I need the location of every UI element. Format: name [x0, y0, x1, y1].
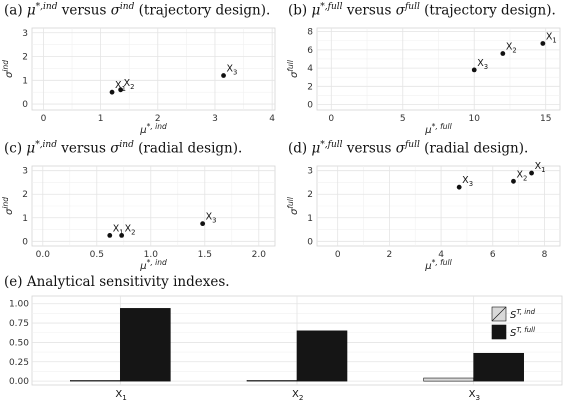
point-label: X3	[462, 175, 473, 188]
x-tick-label: 5	[400, 114, 406, 124]
bar-full	[296, 330, 348, 382]
x-tick-label: 8	[542, 250, 548, 260]
chart-d: 0 2 4 6 8 0 1 2 3 μ*, full σfull X1 X2 X3	[286, 162, 561, 272]
legend-swatch	[491, 324, 507, 340]
x-tick-label: 0.0	[36, 250, 51, 260]
point-label: X3	[477, 58, 488, 71]
y-tick-label: 1	[22, 214, 28, 224]
x-tick-label: 1.5	[198, 250, 212, 260]
y-tick-label: 1	[22, 76, 28, 86]
data-point	[500, 51, 506, 56]
y-tick-label: 0.00	[9, 377, 29, 387]
data-point	[471, 67, 477, 73]
bar-ind	[70, 380, 121, 382]
x-tick-label: 10	[469, 114, 481, 124]
caption-a: (a) μ*,ind versus σind (trajectory desig…	[4, 2, 271, 19]
x-axis-label: μ*, full	[424, 122, 452, 136]
point-label: X3	[227, 64, 238, 77]
y-tick-label: 0	[22, 237, 28, 247]
x-tick-label: 6	[490, 250, 496, 260]
x-axis-label: μ*, ind	[139, 122, 167, 136]
y-axis-label: σfull	[286, 59, 300, 78]
y-tick-label: 2	[22, 53, 28, 63]
x-tick-label: 4	[269, 114, 275, 124]
y-tick-label: 4	[307, 64, 313, 74]
data-point	[200, 221, 206, 227]
x-tick-label: 2	[387, 250, 393, 260]
y-tick-label: 2	[307, 190, 313, 200]
chart-c: 0.0 0.5 1.0 1.5 2.0 0 1 2 3 μ*, ind σind X1 X2 X3	[1, 165, 276, 272]
y-tick-label: 0.75	[9, 319, 29, 329]
y-tick-label: 0	[307, 101, 313, 111]
caption-c: (c) μ*,ind versus σind (radial design).	[4, 140, 243, 157]
y-tick-label: 0	[307, 237, 313, 247]
y-tick-label: 0	[22, 100, 28, 110]
x-axis-label: μ*, full	[424, 258, 452, 272]
x-axis-label: μ*, ind	[139, 258, 167, 272]
y-tick-label: 1.00	[9, 300, 29, 310]
point-label: X2	[506, 42, 517, 55]
x-tick-label: 2	[155, 114, 161, 124]
y-tick-label: 0.50	[9, 338, 29, 348]
x-tick-label: X3	[469, 389, 480, 402]
y-axis-label: σind	[1, 60, 15, 78]
caption-e: (e) Analytical sensitivity indexes.	[4, 274, 230, 290]
legend-label: ST, ind	[510, 308, 536, 321]
y-axis-label: σind	[1, 197, 15, 215]
point-label: X2	[516, 169, 527, 182]
bar-ind	[423, 377, 474, 382]
x-tick-label: X1	[115, 389, 126, 402]
legend-label: ST, full	[510, 326, 535, 339]
point-label: X1	[546, 31, 557, 44]
y-tick-label: 2	[22, 190, 28, 200]
legend-swatch-slash	[491, 306, 507, 322]
bar-full	[473, 352, 524, 382]
point-label: X2	[124, 78, 135, 91]
x-tick-label: 0	[41, 114, 47, 124]
y-tick-label: 6	[307, 46, 313, 56]
x-tick-label: 0.5	[90, 250, 104, 260]
y-tick-label: 3	[307, 167, 313, 177]
data-point	[118, 87, 124, 93]
y-tick-label: 3	[22, 167, 28, 177]
x-tick-label: 0	[335, 250, 341, 260]
data-point	[511, 178, 516, 184]
x-tick-label: 1.0	[144, 250, 159, 260]
point-label: X1	[113, 223, 124, 236]
chart-e: 0.00 0.25 0.50 0.75 1.00 X1 X2 X3 ST, ind ST, ful…	[9, 295, 563, 402]
bar-ind	[246, 380, 298, 382]
x-tick-label: 2.0	[252, 250, 267, 260]
data-point	[221, 73, 226, 78]
x-tick-label: 0	[328, 114, 334, 124]
x-tick-label: 4	[438, 250, 444, 260]
data-point	[107, 233, 113, 238]
point-label: X1	[535, 162, 546, 174]
data-point	[119, 233, 125, 238]
y-tick-label: 8	[307, 28, 313, 38]
y-tick-label: 3	[22, 29, 28, 39]
x-tick-label: 15	[540, 114, 551, 124]
x-tick-label: 3	[212, 114, 218, 124]
point-label: X1	[115, 80, 126, 93]
data-point	[456, 184, 462, 190]
y-tick-label: 1	[307, 214, 313, 224]
caption-b: (b) μ*,full versus σfull (trajectory des…	[288, 2, 556, 19]
y-axis-label: σfull	[286, 196, 300, 215]
data-point	[109, 89, 115, 95]
data-point	[540, 41, 546, 46]
point-label: X2	[125, 223, 136, 236]
chart-b: 0 5 10 15 0 2 4 6 8 μ*, full σfull X1 X2 X3	[286, 27, 561, 136]
x-tick-label: 1	[98, 114, 104, 124]
bar-full	[120, 308, 171, 382]
x-tick-label: X2	[292, 389, 303, 402]
caption-d: (d) μ*,full versus σfull (radial design)…	[288, 140, 529, 157]
y-tick-label: 2	[307, 82, 313, 92]
plot-frame	[31, 27, 276, 111]
y-tick-label: 0.25	[9, 358, 29, 368]
point-label: X3	[206, 212, 217, 225]
data-point	[529, 170, 534, 176]
